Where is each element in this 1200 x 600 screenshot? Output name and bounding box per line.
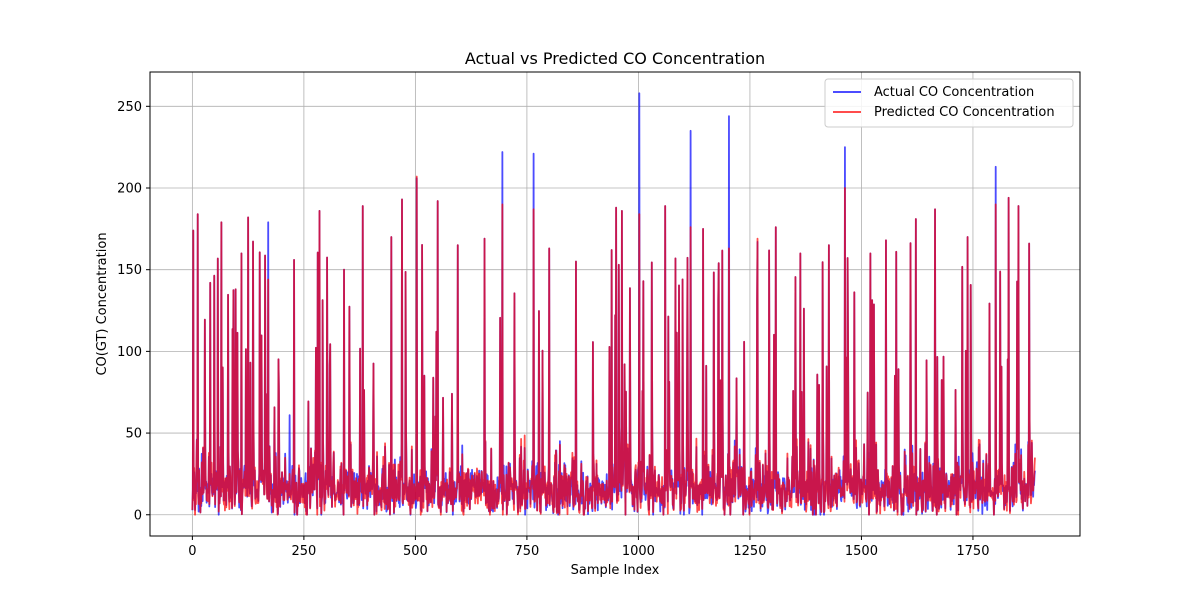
series-layer xyxy=(191,92,1036,516)
y-axis-ticks: 0 50 100 150 200 250 xyxy=(117,100,150,523)
plot-frame xyxy=(149,71,1081,537)
x-tick-label: 750 xyxy=(514,544,539,559)
y-tick-label: 250 xyxy=(117,100,142,115)
y-tick-label: 100 xyxy=(117,345,142,360)
x-tick-label: 1000 xyxy=(622,544,655,559)
x-tick-label: 0 xyxy=(188,544,196,559)
x-tick-label: 1250 xyxy=(733,544,766,559)
chart-title: Actual vs Predicted CO Concentration xyxy=(465,49,765,68)
y-tick-label: 0 xyxy=(134,508,142,523)
x-tick-label: 1750 xyxy=(956,544,989,559)
legend: Actual CO Concentration Predicted CO Con… xyxy=(824,78,1074,128)
y-tick-label: 150 xyxy=(117,263,142,278)
x-axis-label: Sample Index xyxy=(571,563,660,578)
legend-label-predicted: Predicted CO Concentration xyxy=(874,105,1055,120)
predicted-co-series-line xyxy=(191,175,1036,516)
x-tick-label: 1500 xyxy=(845,544,878,559)
x-axis-ticks: 0 250 500 750 1000 1250 1500 1750 xyxy=(188,536,989,559)
x-tick-label: 500 xyxy=(403,544,428,559)
legend-label-actual: Actual CO Concentration xyxy=(874,85,1034,100)
x-tick-label: 250 xyxy=(291,544,316,559)
y-tick-label: 50 xyxy=(125,427,142,442)
legend-box xyxy=(824,78,1074,128)
y-tick-label: 200 xyxy=(117,182,142,197)
y-axis-label: CO(GT) Concentration xyxy=(95,232,110,375)
